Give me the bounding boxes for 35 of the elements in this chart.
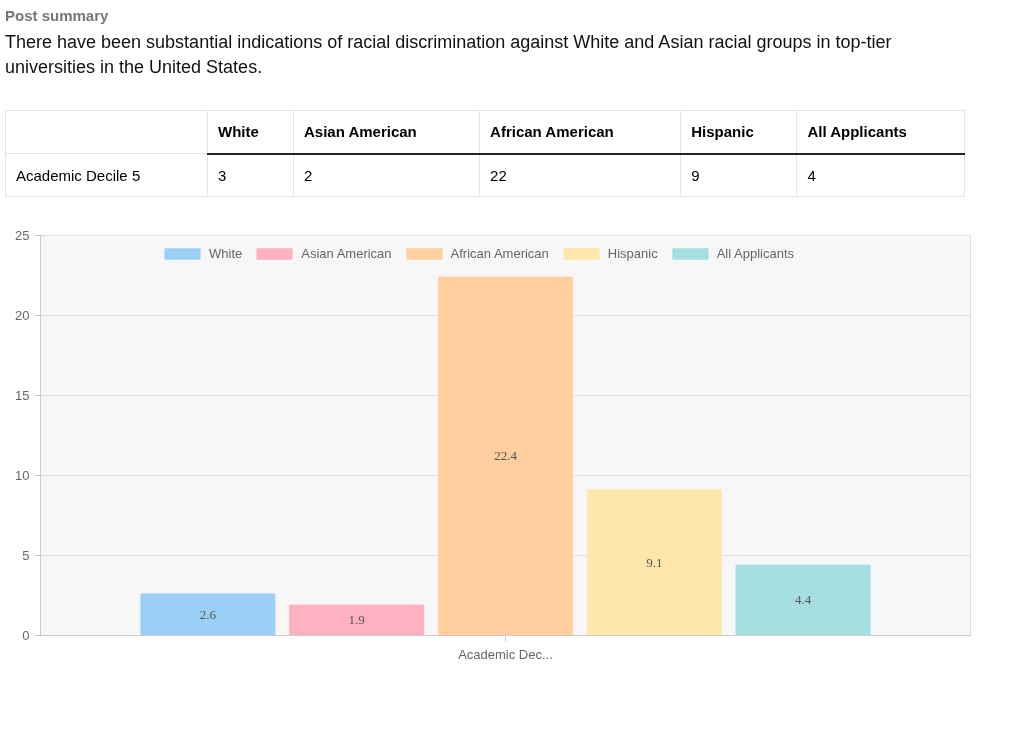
text: Asian American	[303, 123, 417, 141]
data-label: 22.4	[494, 448, 518, 464]
text: African American	[490, 123, 614, 141]
text: White	[217, 123, 259, 141]
text: 22	[479, 153, 681, 197]
text: 3	[207, 153, 294, 197]
bar	[586, 489, 722, 636]
text: 4	[796, 153, 965, 197]
y-tick-label: 15	[15, 388, 30, 403]
legend-label: Asian American	[301, 246, 392, 261]
text: Academic Decile 5	[5, 153, 208, 197]
bar	[289, 604, 425, 636]
data-label: 4.4	[794, 592, 812, 608]
legend-label: All Applicants	[716, 246, 795, 261]
chart-title: Post summary	[5, 6, 110, 26]
text: Hispanic	[691, 123, 754, 141]
legend-label: White	[209, 246, 243, 261]
data-label: 9.1	[646, 554, 663, 570]
bar	[735, 564, 871, 636]
y-tick-label: 20	[15, 308, 30, 323]
text: All Applicants	[807, 123, 907, 141]
text: 9	[680, 153, 797, 197]
bar	[438, 276, 573, 636]
data-label: 2.6	[199, 606, 217, 622]
y-tick-label: 25	[15, 228, 30, 243]
data-label: 1.9	[348, 612, 365, 628]
bar	[140, 593, 276, 636]
y-tick-label: 10	[15, 468, 30, 483]
y-tick-label: 5	[22, 548, 30, 563]
legend-label: African American	[450, 246, 549, 261]
chart-subtitle: There have been substantial indications of racial discrimination against White and Asian racial groups in top-tier universities in the United States.	[5, 31, 893, 80]
text: 2	[293, 153, 480, 197]
x-tick-label: Academic Dec...	[458, 646, 553, 662]
legend-label: Hispanic	[607, 246, 658, 261]
y-tick-label: 0	[22, 628, 30, 643]
